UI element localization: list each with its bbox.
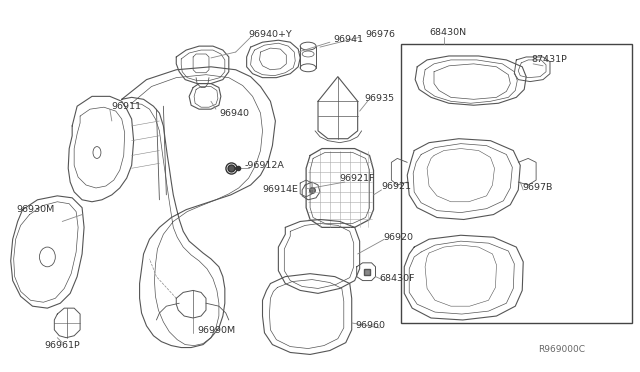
Text: 96935: 96935 (365, 94, 395, 103)
Text: 96990M: 96990M (197, 326, 236, 335)
Text: -96912A: -96912A (244, 161, 285, 170)
Text: 68430F: 68430F (380, 274, 415, 283)
Text: 9697B: 9697B (522, 183, 552, 192)
Text: 96921F: 96921F (340, 174, 375, 183)
Text: 96960: 96960 (356, 321, 386, 330)
Text: 96940: 96940 (219, 109, 249, 118)
Text: 96920: 96920 (383, 233, 413, 242)
Text: 96976: 96976 (365, 30, 396, 39)
Text: 96911: 96911 (112, 102, 142, 111)
Text: 96930M: 96930M (17, 205, 55, 214)
Text: 96921: 96921 (381, 183, 412, 192)
Text: R969000C: R969000C (538, 345, 585, 354)
Text: 96941: 96941 (333, 35, 363, 44)
Text: 96961P: 96961P (44, 341, 80, 350)
Bar (401, 44, 632, 323)
Text: 87431P: 87431P (531, 55, 567, 64)
Text: 96914E: 96914E (262, 185, 298, 195)
Text: 68430N: 68430N (429, 28, 466, 37)
Text: 96940+Y: 96940+Y (248, 30, 292, 39)
